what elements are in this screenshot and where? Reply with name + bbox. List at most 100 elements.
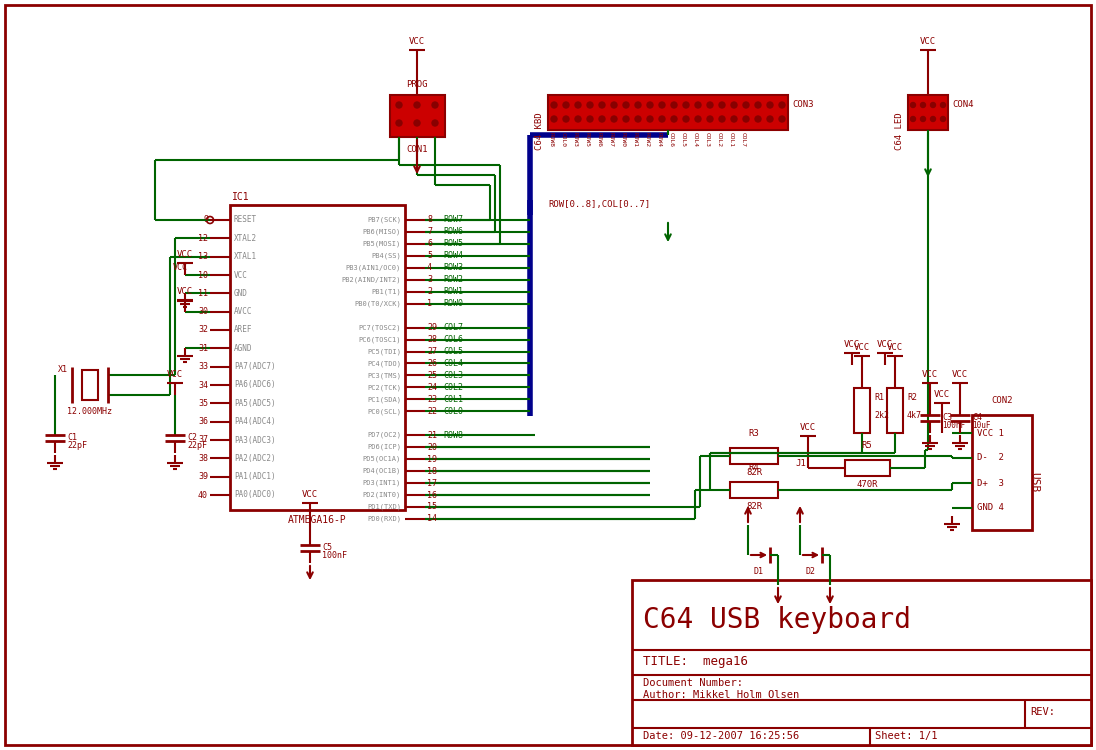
Text: ATMEGA16-P: ATMEGA16-P [287,515,346,525]
Text: ROW1: ROW1 [443,287,463,296]
Text: 5: 5 [427,251,432,260]
Circle shape [432,102,438,108]
Text: PB5(MOSI): PB5(MOSI) [363,241,401,248]
Text: PA7(ADC7): PA7(ADC7) [235,362,275,371]
Text: C64 USB keyboard: C64 USB keyboard [643,606,911,634]
Text: R3: R3 [749,429,760,438]
Circle shape [911,116,915,122]
Text: ROW2: ROW2 [443,275,463,284]
Circle shape [396,120,402,126]
Text: PC6(TOSC1): PC6(TOSC1) [358,336,401,343]
Text: ROW3: ROW3 [573,132,578,147]
Text: C4: C4 [972,413,982,422]
Text: COL1: COL1 [729,132,734,147]
Text: 39: 39 [198,472,208,482]
Circle shape [731,116,737,122]
Text: COL2: COL2 [443,383,463,392]
Text: 18: 18 [427,466,437,476]
Circle shape [683,102,689,108]
Text: 22: 22 [427,406,437,416]
Text: PA5(ADC5): PA5(ADC5) [235,399,275,408]
Text: COL5: COL5 [681,132,686,147]
Circle shape [767,116,773,122]
Text: PC4(TDO): PC4(TDO) [367,360,401,367]
Text: VCC: VCC [167,370,183,379]
Text: PB3(AIN1/OC0): PB3(AIN1/OC0) [345,265,401,271]
Circle shape [719,116,724,122]
Circle shape [921,116,925,122]
Circle shape [600,116,605,122]
Text: PA6(ADC6): PA6(ADC6) [235,380,275,389]
Text: VCC: VCC [301,490,318,499]
Circle shape [623,116,629,122]
Text: 7: 7 [427,227,432,236]
Text: GND: GND [235,289,248,298]
Text: R2: R2 [907,394,917,403]
Text: VCC: VCC [176,250,193,259]
Circle shape [695,116,701,122]
Text: PC5(TDI): PC5(TDI) [367,348,401,355]
Text: 1: 1 [427,299,432,308]
Text: ROW4: ROW4 [443,251,463,260]
Text: D2: D2 [806,567,817,576]
Circle shape [707,116,713,122]
Text: 38: 38 [198,454,208,463]
Circle shape [610,116,617,122]
Text: VCC: VCC [176,286,193,296]
Text: CON4: CON4 [952,100,973,109]
Text: PD1(TXD): PD1(TXD) [367,504,401,510]
Circle shape [940,116,946,122]
Circle shape [587,102,593,108]
Text: CON1: CON1 [407,145,427,154]
Text: RESET: RESET [235,215,258,224]
Text: 470R: 470R [856,480,878,489]
Bar [632,580,1091,745]
Circle shape [659,102,665,108]
Text: ROW0: ROW0 [443,299,463,308]
Text: ROW5: ROW5 [585,132,590,147]
Circle shape [600,102,605,108]
Text: 12.000MHz: 12.000MHz [68,407,113,416]
Bar [548,95,788,130]
Text: C2: C2 [187,433,197,442]
Circle shape [940,103,946,107]
Text: COL4: COL4 [693,132,698,147]
Text: ROW1: ROW1 [633,132,638,147]
Text: COL2: COL2 [717,132,722,147]
Text: PB7(SCK): PB7(SCK) [367,217,401,223]
Text: ROW8: ROW8 [549,132,553,147]
Text: VCC: VCC [952,370,968,379]
Text: C5: C5 [322,544,332,553]
Circle shape [563,116,569,122]
Text: R1: R1 [874,394,884,403]
Text: ROW8: ROW8 [443,430,463,439]
Text: PD6(ICP): PD6(ICP) [367,444,401,451]
Text: PA0(ADC0): PA0(ADC0) [235,490,275,500]
Circle shape [921,103,925,107]
Circle shape [755,102,761,108]
Text: VCC: VCC [854,343,870,352]
Text: CON2: CON2 [991,396,1013,405]
Circle shape [671,116,677,122]
Bar [230,205,406,510]
Text: ROW6: ROW6 [443,227,463,236]
Text: 23: 23 [427,394,437,404]
Text: 25: 25 [427,371,437,380]
Text: PA3(ADC3): PA3(ADC3) [235,436,275,445]
Text: COL6: COL6 [443,335,463,344]
Text: PB6(MISO): PB6(MISO) [363,229,401,236]
Text: 11: 11 [198,289,208,298]
Text: 31: 31 [198,344,208,352]
Text: C64 KBD: C64 KBD [536,112,545,150]
Circle shape [563,102,569,108]
Text: 16: 16 [427,490,437,500]
Text: AVCC: AVCC [235,308,252,316]
Text: TITLE:  mega16: TITLE: mega16 [643,656,747,668]
Text: PB4(SS): PB4(SS) [372,253,401,259]
Text: 21: 21 [427,430,437,439]
Text: 28: 28 [427,335,437,344]
Text: 37: 37 [198,436,208,445]
Circle shape [635,116,641,122]
Text: 6: 6 [427,239,432,248]
Bar [730,482,778,498]
